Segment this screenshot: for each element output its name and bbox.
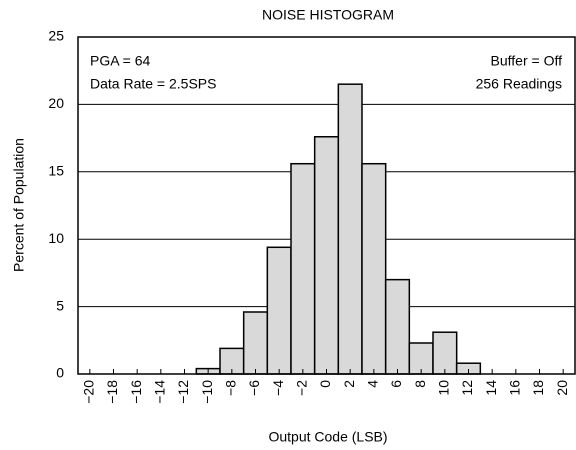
bar [384, 278, 411, 375]
bar [290, 162, 316, 375]
x-tick-label: −4 [270, 380, 286, 396]
y-tick-label: 0 [56, 365, 64, 381]
x-tick-label: −14 [152, 380, 168, 404]
chart-title: NOISE HISTOGRAM [262, 7, 394, 23]
y-tick-label: 25 [48, 28, 64, 44]
bar [266, 246, 292, 375]
y-tick-label: 15 [48, 163, 64, 179]
x-tick-label: −12 [175, 380, 191, 404]
y-tick-label: 20 [48, 95, 64, 111]
annotation: 256 Readings [476, 76, 562, 92]
x-tick-label: −6 [246, 380, 262, 396]
bar [361, 162, 387, 375]
x-tick-label: 4 [365, 380, 381, 388]
x-tick-label: −16 [128, 380, 144, 404]
annotation: PGA = 64 [90, 53, 151, 69]
x-tick-label: 2 [341, 380, 357, 388]
y-tick-label: 5 [56, 297, 64, 313]
x-tick-label: −8 [223, 380, 239, 396]
bar [242, 311, 269, 375]
plot-frame [77, 36, 576, 375]
x-tick-label: 14 [483, 380, 499, 396]
x-tick-label: 16 [507, 380, 523, 396]
x-tick-label: 6 [388, 380, 404, 388]
bar [432, 331, 458, 375]
x-tick-label: −2 [294, 380, 310, 396]
y-axis-label: Percent of Population [11, 138, 27, 272]
bar [313, 136, 340, 375]
x-tick-label: 12 [459, 380, 475, 396]
x-tick-label: 0 [317, 380, 333, 388]
x-tick-label: 8 [412, 380, 428, 388]
x-tick-label: 20 [554, 380, 570, 396]
x-tick-label: 10 [436, 380, 452, 396]
x-axis-label: Output Code (LSB) [268, 429, 387, 445]
x-tick-label: −10 [199, 380, 215, 404]
x-tick-label: 18 [530, 380, 546, 396]
bar [337, 83, 363, 375]
annotation: Data Rate = 2.5SPS [90, 76, 216, 92]
annotation: Buffer = Off [491, 53, 563, 69]
y-tick-label: 10 [48, 230, 64, 246]
x-tick-label: −18 [104, 380, 120, 404]
x-tick-label: −20 [81, 380, 97, 404]
